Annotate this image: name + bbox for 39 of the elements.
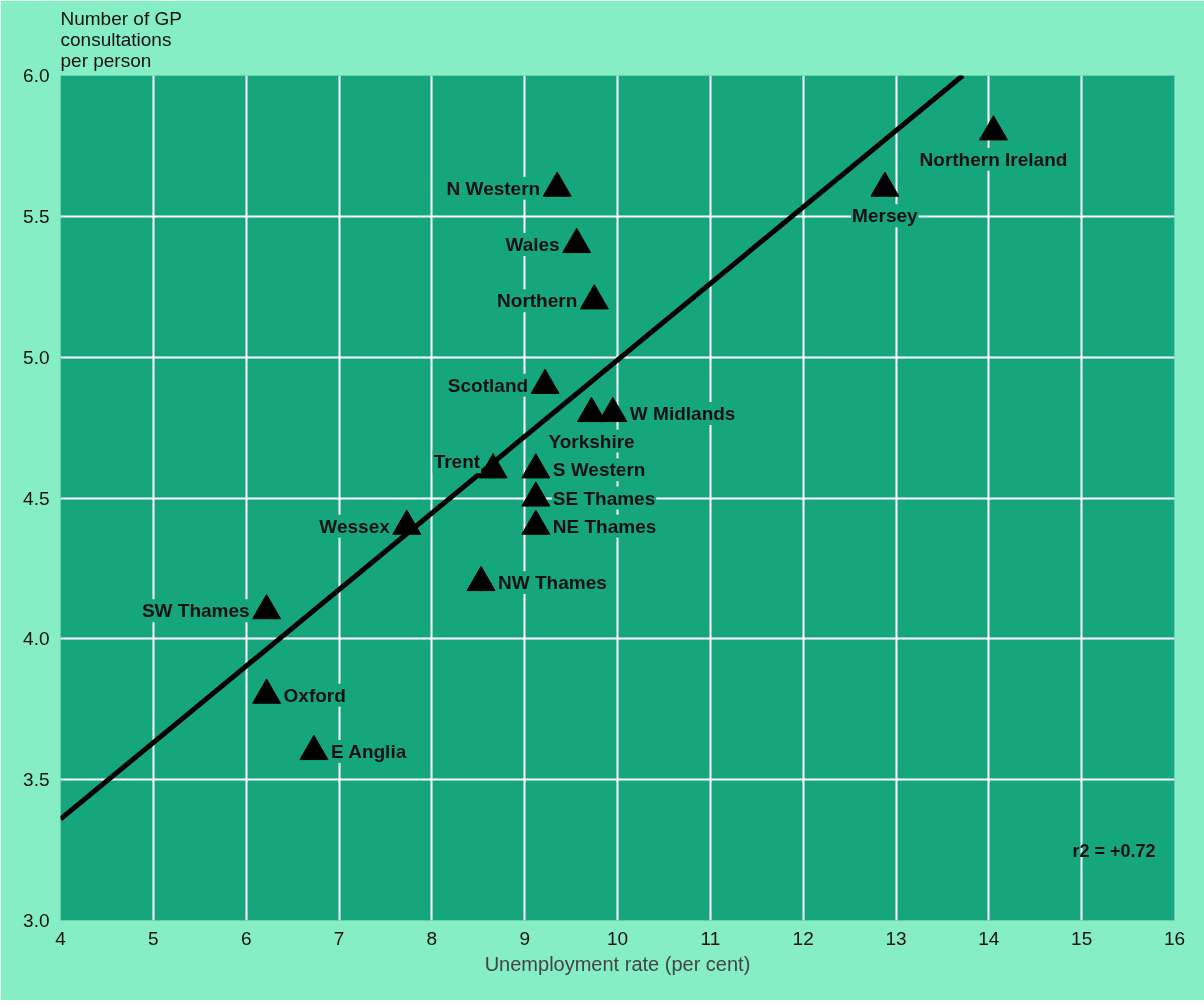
x-tick-label: 7	[333, 927, 345, 949]
x-tick-label: 11	[700, 927, 721, 949]
x-axis-title: Unemployment rate (per cent)	[484, 952, 751, 975]
annotation: SE Thames	[552, 487, 656, 509]
x-tick-label: 10	[606, 927, 629, 949]
annotation: W Midlands	[629, 403, 736, 424]
y-tick-label: 4.5	[23, 487, 50, 509]
annotation: Northern	[497, 290, 578, 312]
annotation: N Western	[446, 177, 541, 199]
x-tick-label: 16	[1163, 927, 1186, 949]
annotation: Mersey	[852, 205, 919, 227]
y-tick-label: 3.5	[23, 769, 50, 791]
x-tick-label: 12	[792, 927, 814, 949]
annotation: S Western	[552, 459, 646, 481]
annotation: Scotland	[447, 374, 529, 396]
annotation: SW Thames	[141, 600, 250, 622]
x-tick-label: 15	[1071, 927, 1093, 949]
x-tick-label: 8	[426, 927, 438, 949]
annotation: Wessex	[319, 515, 391, 537]
y-tick-label: 4.0	[23, 628, 50, 650]
annotation: Wales	[505, 234, 560, 255]
x-tick-label: 6	[240, 927, 252, 949]
annotation: E Anglia	[330, 741, 407, 762]
x-tick-label: 14	[978, 927, 1000, 949]
x-tick-label: 4	[55, 927, 67, 949]
annotation: Yorkshire	[548, 430, 635, 452]
y-tick-label: 5.0	[23, 346, 50, 368]
annotation: NE Thames	[552, 515, 657, 537]
annotation: Trent	[433, 451, 481, 473]
annotation: Oxford	[283, 684, 346, 706]
annotation: Northern Ireland	[919, 148, 1068, 170]
y-axis-title: Number of GP consultations per person	[60, 7, 182, 71]
annotation: NW Thames	[498, 572, 607, 593]
y-tick-label: 6.0	[23, 65, 50, 86]
x-tick-label: 5	[148, 927, 159, 949]
y-tick-label: 3.0	[23, 910, 50, 931]
x-tick-label: 9	[519, 927, 530, 949]
x-tick-label: 13	[885, 927, 907, 949]
y-tick-label: 5.5	[23, 205, 50, 227]
